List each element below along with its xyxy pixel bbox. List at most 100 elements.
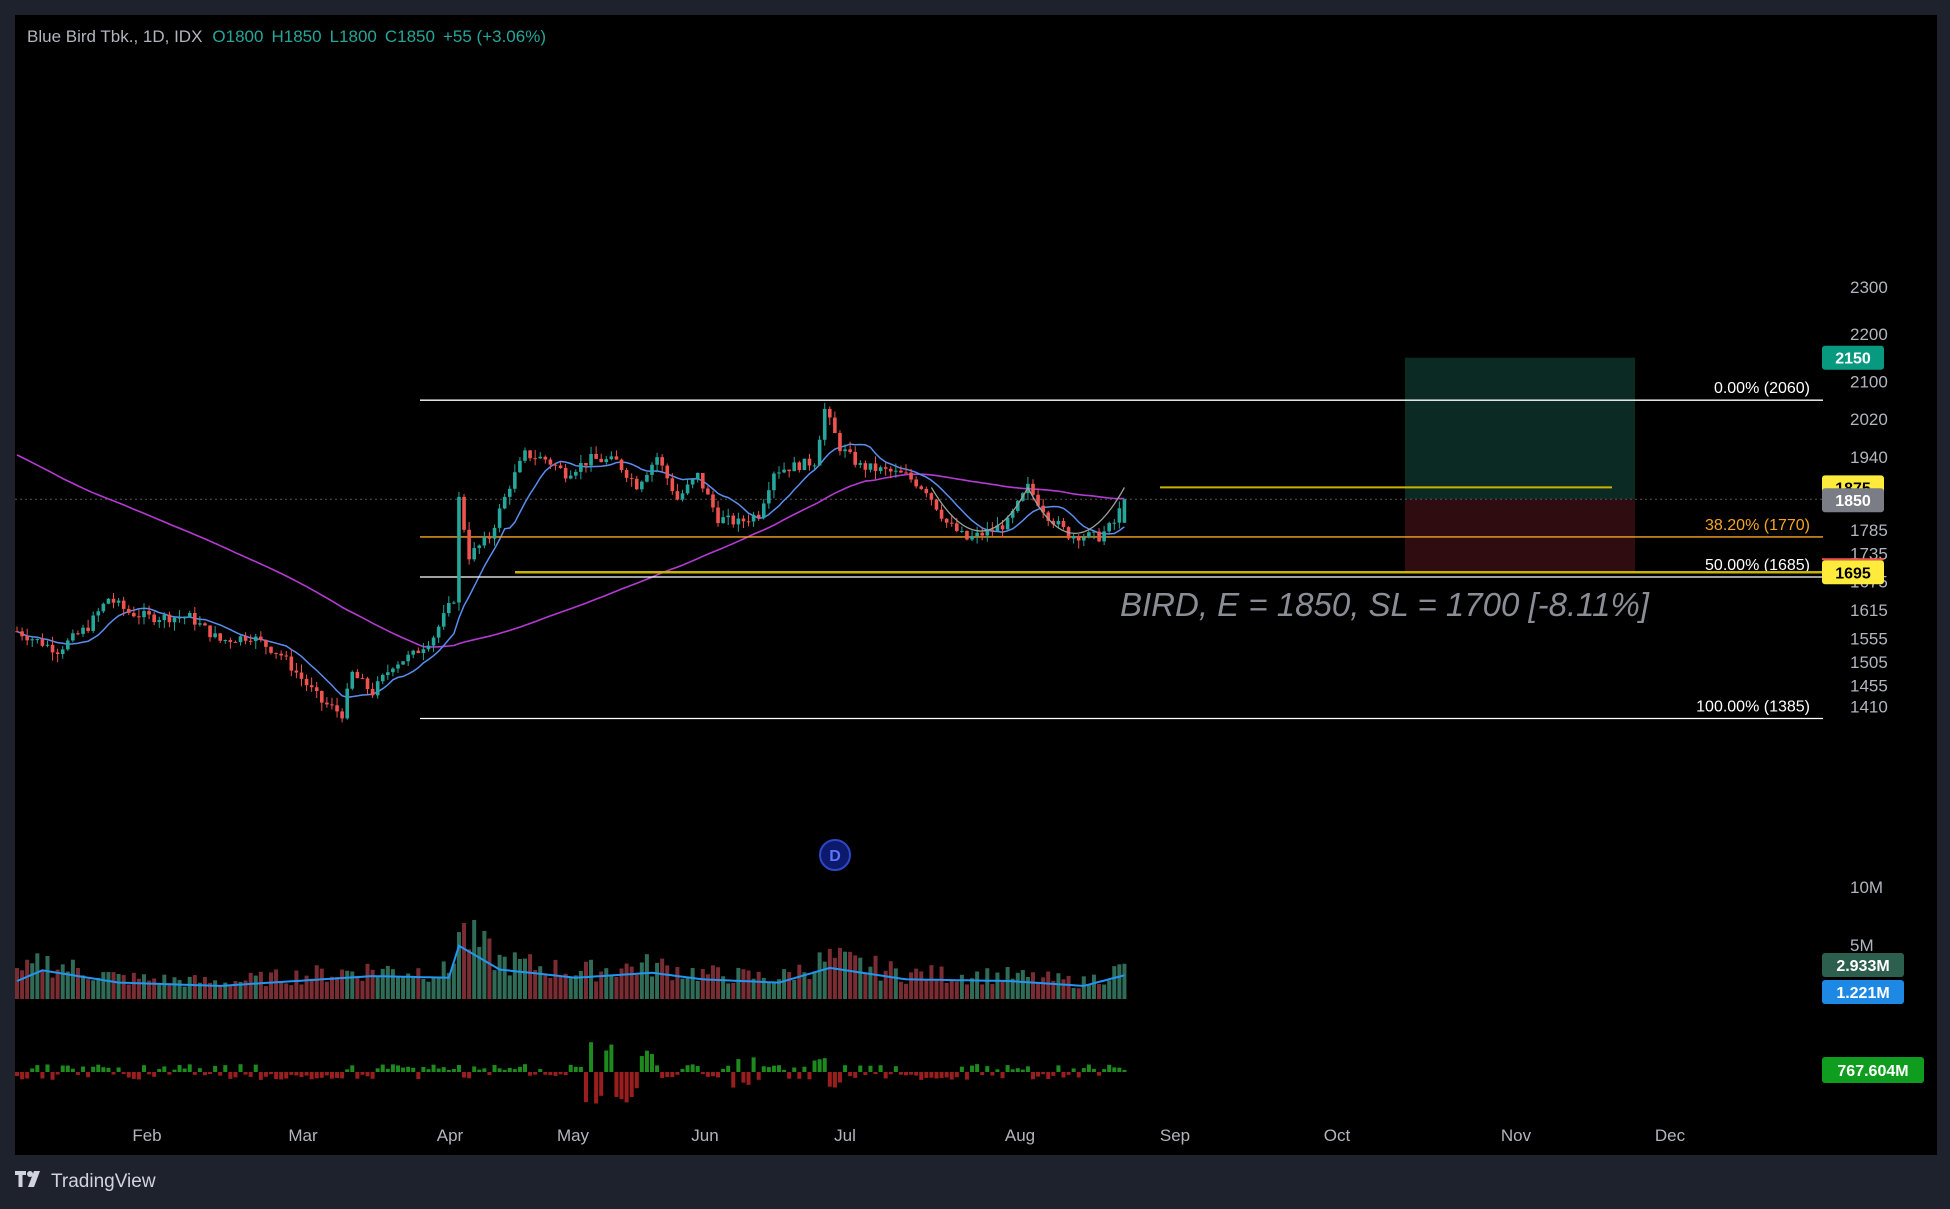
oscillator-tag-bg	[1822, 1057, 1924, 1083]
volume-bar	[1056, 973, 1061, 999]
candle-body	[548, 459, 553, 465]
volume-bar	[152, 978, 157, 999]
oscillator-bar	[1005, 1065, 1010, 1072]
candle-body	[558, 465, 563, 469]
oscillator-bar	[497, 1068, 502, 1072]
oscillator-bar	[944, 1072, 949, 1078]
oscillator-bar	[1066, 1072, 1071, 1075]
oscillator-bar	[269, 1072, 273, 1075]
oscillator-bar	[324, 1072, 329, 1076]
oscillator-bar	[294, 1072, 299, 1076]
volume-bar	[700, 969, 705, 999]
candle-body	[629, 477, 634, 479]
candle-body	[1092, 531, 1096, 533]
oscillator-bar	[1122, 1069, 1127, 1072]
oscillator-bar	[106, 1067, 111, 1072]
oscillator-bar	[675, 1072, 680, 1075]
event-marker[interactable]: D	[819, 839, 851, 871]
volume-bar	[832, 957, 837, 999]
time-axis-label: Mar	[288, 1126, 318, 1145]
chart-frame[interactable]: Blue Bird Tbk., 1D, IDX O1800 H1850 L1800 C1…	[15, 15, 1937, 1155]
volume-bar	[436, 976, 441, 999]
candle-body	[574, 471, 578, 476]
candle-body	[792, 462, 797, 472]
oscillator-bar	[817, 1059, 822, 1072]
candle-body	[177, 617, 182, 619]
oscillator-bar	[751, 1057, 756, 1072]
oscillator-bar	[482, 1068, 487, 1072]
oscillator-bar	[258, 1072, 263, 1080]
oscillator-bar	[370, 1072, 375, 1079]
oscillator-bar	[914, 1072, 919, 1076]
candle-body	[772, 473, 776, 491]
volume-bar	[1076, 988, 1081, 999]
candle-body	[553, 464, 558, 466]
volume-bar	[1025, 976, 1030, 999]
volume-axis-tick: 5M	[1850, 936, 1874, 955]
candle-body	[655, 457, 659, 465]
oscillator-bar	[746, 1072, 751, 1085]
volume-bar	[365, 963, 370, 999]
oscillator-bar	[329, 1072, 334, 1079]
volume-bar	[91, 980, 96, 999]
candle-body	[523, 450, 527, 461]
volume-bar	[55, 969, 60, 999]
candle-body	[665, 465, 670, 479]
candle-body	[147, 611, 151, 615]
candle-body	[375, 681, 380, 696]
footer-brand-label: TradingView	[51, 1170, 156, 1192]
volume-bar	[441, 961, 446, 999]
volume-bar	[1122, 963, 1127, 999]
oscillator-bar	[421, 1066, 426, 1072]
oscillator-bar	[426, 1069, 431, 1072]
oscillator-bar	[284, 1072, 289, 1079]
candle-body	[731, 515, 736, 525]
candle-body	[447, 603, 451, 614]
oscillator-bar	[528, 1072, 533, 1076]
volume-bar	[70, 959, 75, 999]
candle-body	[462, 496, 466, 530]
price-chart-svg[interactable]: 0.00% (2060) 38.20% (1770) 50.00% (1685) 10…	[15, 15, 1937, 1155]
candle-body	[543, 456, 548, 460]
candle-body	[396, 664, 400, 669]
candle-body	[157, 620, 162, 623]
volume-bar	[573, 975, 578, 999]
volume-bar	[1071, 987, 1076, 999]
candle-body	[761, 503, 766, 518]
volume-bar	[15, 967, 19, 999]
volume-bar	[614, 976, 619, 999]
footer-brand[interactable]: TradingView	[15, 1170, 156, 1193]
oscillator-bar	[1020, 1069, 1025, 1072]
oscillator-bar	[86, 1072, 91, 1078]
oscillator-bar	[985, 1066, 990, 1072]
volume-bar	[451, 963, 456, 999]
oscillator-bar	[756, 1072, 761, 1080]
candle-body	[1046, 512, 1051, 521]
candle-body	[238, 636, 243, 643]
candle-body	[675, 491, 680, 500]
oscillator-bar	[812, 1060, 817, 1072]
volume-bar	[949, 980, 954, 999]
candle-body	[335, 705, 339, 712]
oscillator-bar	[431, 1064, 436, 1072]
oscillator-bar	[456, 1065, 461, 1072]
price-tag-label: 2150	[1835, 351, 1871, 368]
volume-bar	[822, 961, 827, 999]
volume-bar	[360, 980, 365, 999]
volume-bar	[599, 971, 604, 999]
oscillator-bar	[863, 1072, 868, 1076]
target-zone	[1405, 357, 1635, 500]
volume-bar	[619, 968, 624, 999]
oscillator-bar	[309, 1072, 314, 1080]
volume-bar	[1020, 970, 1025, 999]
volume-bar	[1112, 966, 1117, 999]
ohlc-high: H1850	[271, 27, 322, 46]
candle-body	[96, 611, 101, 616]
volume-bar	[589, 959, 594, 999]
candle-body	[91, 615, 95, 631]
volume-bar	[1097, 984, 1102, 999]
event-marker-circle[interactable]	[819, 839, 851, 871]
price-tag-bg	[1822, 345, 1884, 370]
candle-body	[701, 472, 705, 489]
